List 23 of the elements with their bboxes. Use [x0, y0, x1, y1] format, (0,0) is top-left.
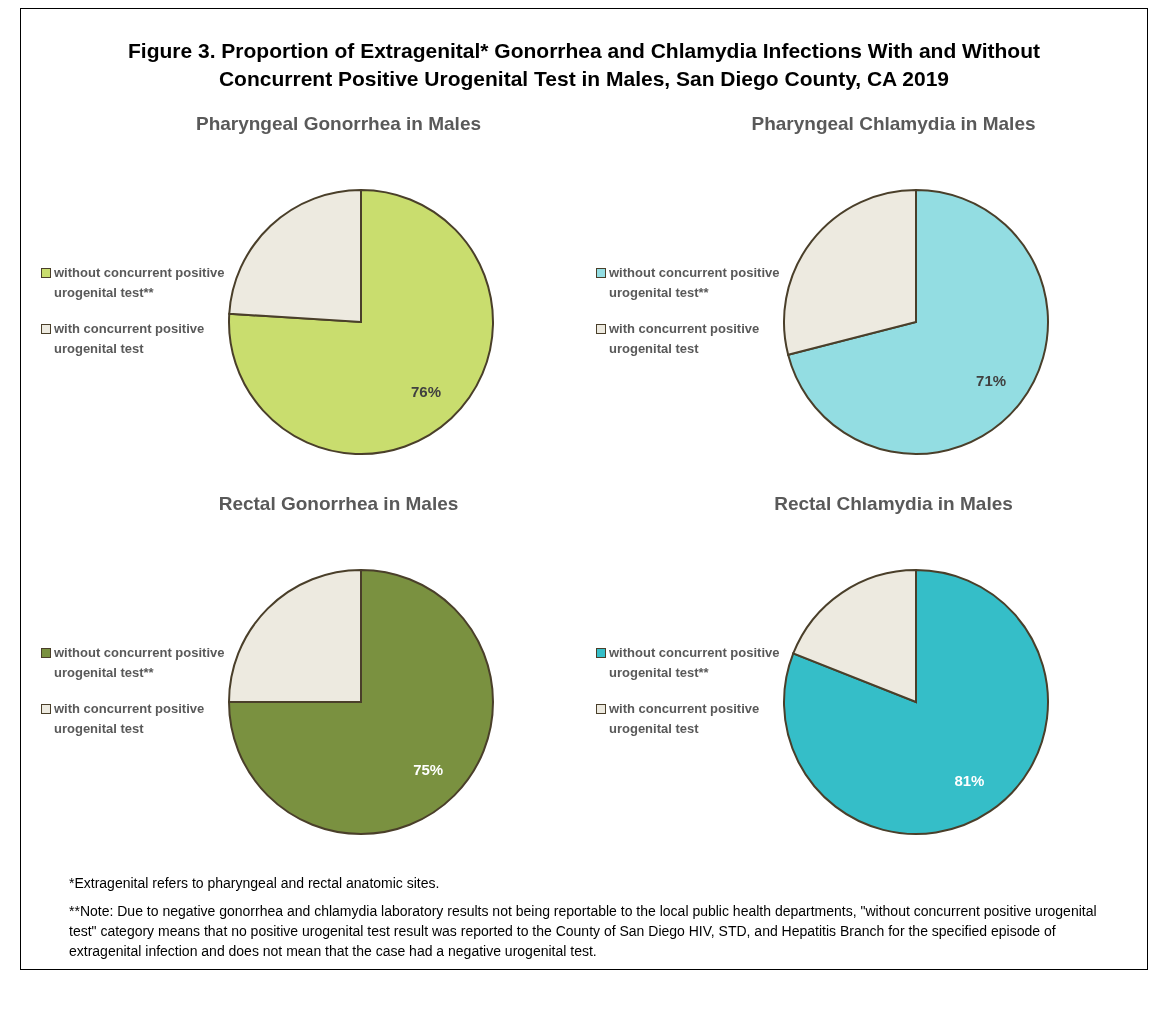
legend-label: with concurrent positive urogenital test	[54, 320, 206, 358]
chart-title: Pharyngeal Chlamydia in Males	[750, 113, 1037, 136]
pie-slice	[228, 569, 494, 835]
pie-slice	[787, 189, 1049, 455]
data-label: 76%	[411, 382, 442, 400]
legend-label: without concurrent positive urogenital test**	[609, 644, 781, 682]
data-label: 75%	[413, 760, 444, 778]
text: **Note: Due to negative gonorrhea and chlamydia laboratory results not being reportable to the local public health departments, "without concurrent positive urogenital test" category means that no positive urogenital test result was reported to the County of San Diego HIV, STD, and Hepatitis Branch for the specified episode of extragenital infection and does not mean that the case had a negative urogenital test.	[68, 902, 1098, 961]
text: Figure 3. Proportion of Extragenital* Gonorrhea and Chlamydia Infections With and Without Concurrent Positive Urogenital Test in Males, San Diego County, CA 2019	[127, 38, 1041, 92]
legend-label: with concurrent positive urogenital test	[609, 700, 761, 738]
pie-slice	[228, 189, 494, 455]
pie-slice	[783, 569, 1049, 835]
chart-title: Rectal Chlamydia in Males	[773, 493, 1014, 516]
data-label: 71%	[976, 371, 1007, 389]
legend-label: without concurrent positive urogenital test**	[54, 644, 226, 682]
text: *Extragenital refers to pharyngeal and rectal anatomic sites.	[68, 874, 441, 893]
legend-label: without concurrent positive urogenital test**	[609, 264, 781, 302]
legend-label: with concurrent positive urogenital test	[54, 700, 206, 738]
chart-title: Pharyngeal Gonorrhea in Males	[194, 113, 483, 136]
legend-label: without concurrent positive urogenital test**	[54, 264, 226, 302]
chart-title: Rectal Gonorrhea in Males	[217, 493, 460, 516]
legend-label: with concurrent positive urogenital test	[609, 320, 761, 358]
data-label: 81%	[954, 772, 985, 790]
